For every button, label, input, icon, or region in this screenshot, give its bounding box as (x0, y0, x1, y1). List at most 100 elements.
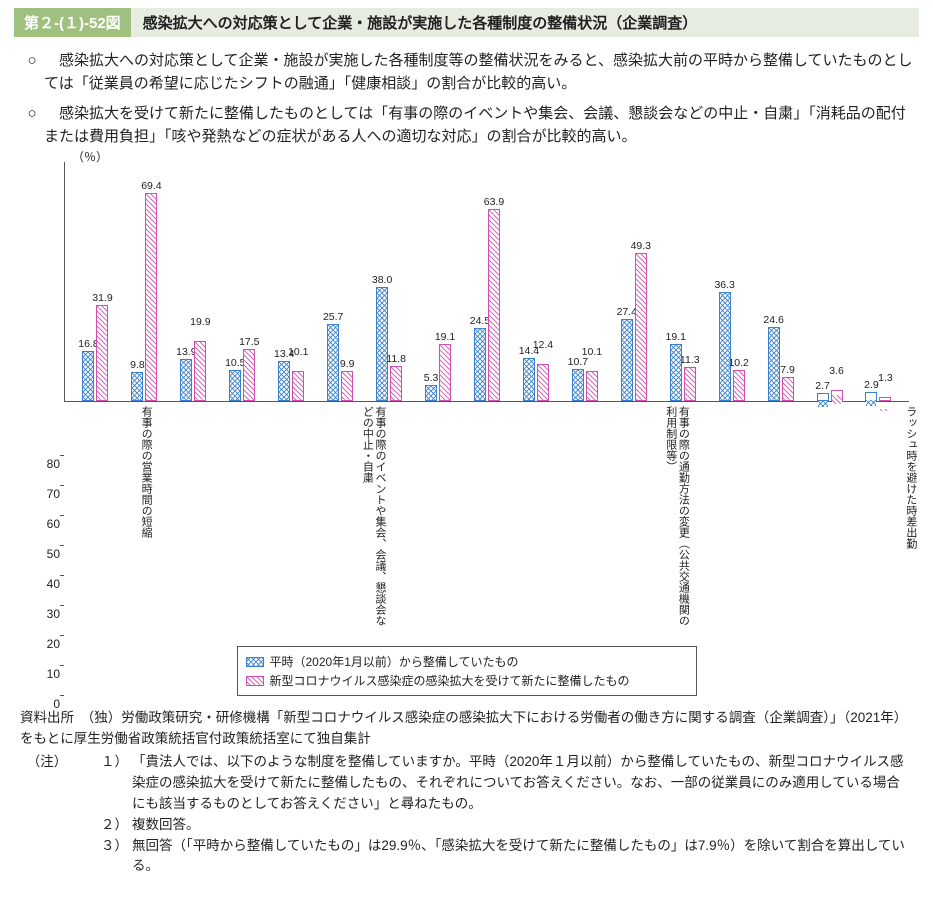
legend-swatch-blue (246, 657, 264, 667)
bar-group: 24.67.9 (756, 162, 805, 401)
bar-pre: 2.7 (817, 393, 829, 401)
bar-pre: 36.3 (719, 292, 731, 401)
note-number: ３） (98, 836, 132, 878)
note-text: 無回答（「平時から整備していたもの」は29.9％、「感染拡大を受けて新たに整備し… (132, 836, 913, 878)
bar-value-label: 7.9 (780, 364, 795, 376)
bar-post: 12.4 (537, 364, 549, 401)
y-tick: 0 (24, 697, 64, 711)
legend-label: 平時（2020年1月以前）から整備していたもの (270, 653, 519, 670)
y-tick: 80 (24, 457, 64, 471)
bar-post: 10.1 (292, 371, 304, 401)
bar-chart: （％） 01020304050607080 16.831.99.869.413.… (24, 162, 909, 696)
summary-bullets: ○ 感染拡大への対応策として企業・施設が実施した各種制度等の整備状況をみると、感… (20, 49, 913, 148)
bar-value-label: 12.4 (533, 339, 553, 351)
bar-value-label: 2.7 (815, 380, 830, 392)
bar-value-label: 10.2 (728, 357, 748, 369)
figure-number: 第２-(１)-52図 (14, 8, 131, 37)
bar-value-label: 11.3 (680, 354, 700, 366)
category-label: 有事の際の通勤方法の変更（公共交通機関の利用制限等） (525, 406, 828, 636)
bullet-item: ○ 感染拡大を受けて新たに整備したものとしては「有事の際のイベントや集会、会議、… (20, 102, 913, 149)
y-tick: 20 (24, 637, 64, 651)
bar-value-label: 5.3 (424, 372, 439, 384)
footer-notes: 資料出所 （独）労働政策研究・研修機構「新型コロナウイルス感染症の感染拡大下にお… (20, 708, 913, 877)
bar-value-label: 49.3 (631, 240, 651, 252)
bullet-text: 感染拡大への対応策として企業・施設が実施した各種制度等の整備状況をみると、感染拡… (44, 49, 913, 96)
bar-group: 25.79.9 (316, 162, 365, 401)
bar-group: 16.831.9 (71, 162, 120, 401)
bar-value-label: 17.5 (239, 336, 259, 348)
bar-value-label: 24.6 (763, 314, 783, 326)
y-tick: 60 (24, 517, 64, 531)
y-tick: 30 (24, 607, 64, 621)
note-row: ３） 無回答（「平時から整備していたもの」は29.9％、「感染拡大を受けて新たに… (20, 836, 913, 878)
bar-value-label: 69.4 (141, 180, 161, 192)
bar-value-label: 25.7 (323, 311, 343, 323)
bar-group: 9.8 69.4 (120, 162, 169, 401)
bar-value-label: 31.9 (92, 292, 112, 304)
bar-post: 11.3 (684, 367, 696, 401)
bar-value-label: 2.9 (864, 379, 879, 391)
bar-post: 19.1 (439, 344, 451, 401)
bar-value-label: 38.0 (372, 274, 392, 286)
bullet-circle-icon: ○ (20, 102, 44, 149)
bar-group: 5.319.1 (414, 162, 463, 401)
bar-value-label: 19.1 (666, 331, 686, 343)
bar-group: 27.449.3 (609, 162, 658, 401)
bar-group: 13.919.9 (169, 162, 218, 401)
bars-container: 16.831.99.869.413.919.910.517.513.410.12… (65, 162, 909, 401)
chart-legend: 平時（2020年1月以前）から整備していたもの 新型コロナウイルス感染症の感染拡… (237, 646, 697, 696)
bar-post: 63.9 (488, 209, 500, 401)
bar-pre: 14.4 (523, 358, 535, 401)
bar-post: 9.9 (341, 371, 353, 401)
bar-pre: 13.9 (180, 359, 192, 401)
note-row: （注） １） 「貴法人では、以下のような制度を整備していますか。平時（2020年… (20, 752, 913, 815)
note-number: １） (98, 752, 132, 815)
note-head: （注） (20, 752, 98, 815)
bar-group: 38.011.8 (365, 162, 414, 401)
bar-group: 10.517.5 (218, 162, 267, 401)
bar-pre: 10.5 (229, 370, 241, 402)
bullet-circle-icon: ○ (20, 49, 44, 96)
bar-pre: 5.3 (425, 385, 437, 401)
category-label: 有事の際の営業時間の短縮 (70, 406, 222, 636)
bar-post: 7.9 (782, 377, 794, 401)
category-label: 有事の際のイベントや集会、会議、懇談会などの中止・自粛 (222, 406, 525, 636)
bar-post: 17.5 (243, 349, 255, 402)
bar-group: 24.563.9 (463, 162, 512, 401)
legend-item: 新型コロナウイルス感染症の感染拡大を受けて新たに整備したもの (246, 672, 688, 689)
note-row: ２） 複数回答。 (20, 815, 913, 836)
bar-post: 19.9 (194, 341, 206, 401)
bar-value-label: 10.1 (288, 346, 308, 358)
figure-header: 第２-(１)-52図 感染拡大への対応策として企業・施設が実施した各種制度の整備… (14, 8, 919, 37)
bar-pre: 9.8 (131, 372, 143, 401)
bar-post: 31.9 (96, 305, 108, 401)
y-tick: 10 (24, 667, 64, 681)
bar-post: 11.8 (390, 366, 402, 401)
bar-value-label: 11.8 (386, 353, 406, 365)
bar-pre: 38.0 (376, 287, 388, 401)
bar-pre: 19.1 (670, 344, 682, 401)
bar-value-label: 10.7 (568, 356, 588, 368)
bar-pre: 27.4 (621, 319, 633, 401)
bar-pre: 25.7 (327, 324, 339, 401)
bar-group: 13.410.1 (267, 162, 316, 401)
plot-area: 16.831.99.869.413.919.910.517.513.410.12… (64, 162, 909, 402)
bar-post: 10.2 (733, 370, 745, 401)
bar-post: 1.3 (879, 397, 891, 401)
note-text: 複数回答。 (132, 815, 913, 836)
bar-value-label: 19.1 (435, 331, 455, 343)
bar-value-label: 19.9 (190, 316, 210, 328)
bar-value-label: 9.9 (340, 358, 355, 370)
bar-group: 19.111.3 (658, 162, 707, 401)
bar-value-label: 36.3 (714, 279, 734, 291)
bar-value-label: 63.9 (484, 196, 504, 208)
bar-pre: 24.6 (768, 327, 780, 401)
bar-group: 2.73.6 (805, 162, 854, 401)
bar-pre: 2.9 (865, 392, 877, 401)
bar-value-label: 10.1 (582, 346, 602, 358)
bar-post: 49.3 (635, 253, 647, 401)
category-label: ラッシュ時を避けた時差出勤 (828, 406, 933, 636)
bar-pre: 24.5 (474, 328, 486, 402)
bar-group: 2.91.3 (854, 162, 903, 401)
bullet-text: 感染拡大を受けて新たに整備したものとしては「有事の際のイベントや集会、会議、懇談… (44, 102, 913, 149)
